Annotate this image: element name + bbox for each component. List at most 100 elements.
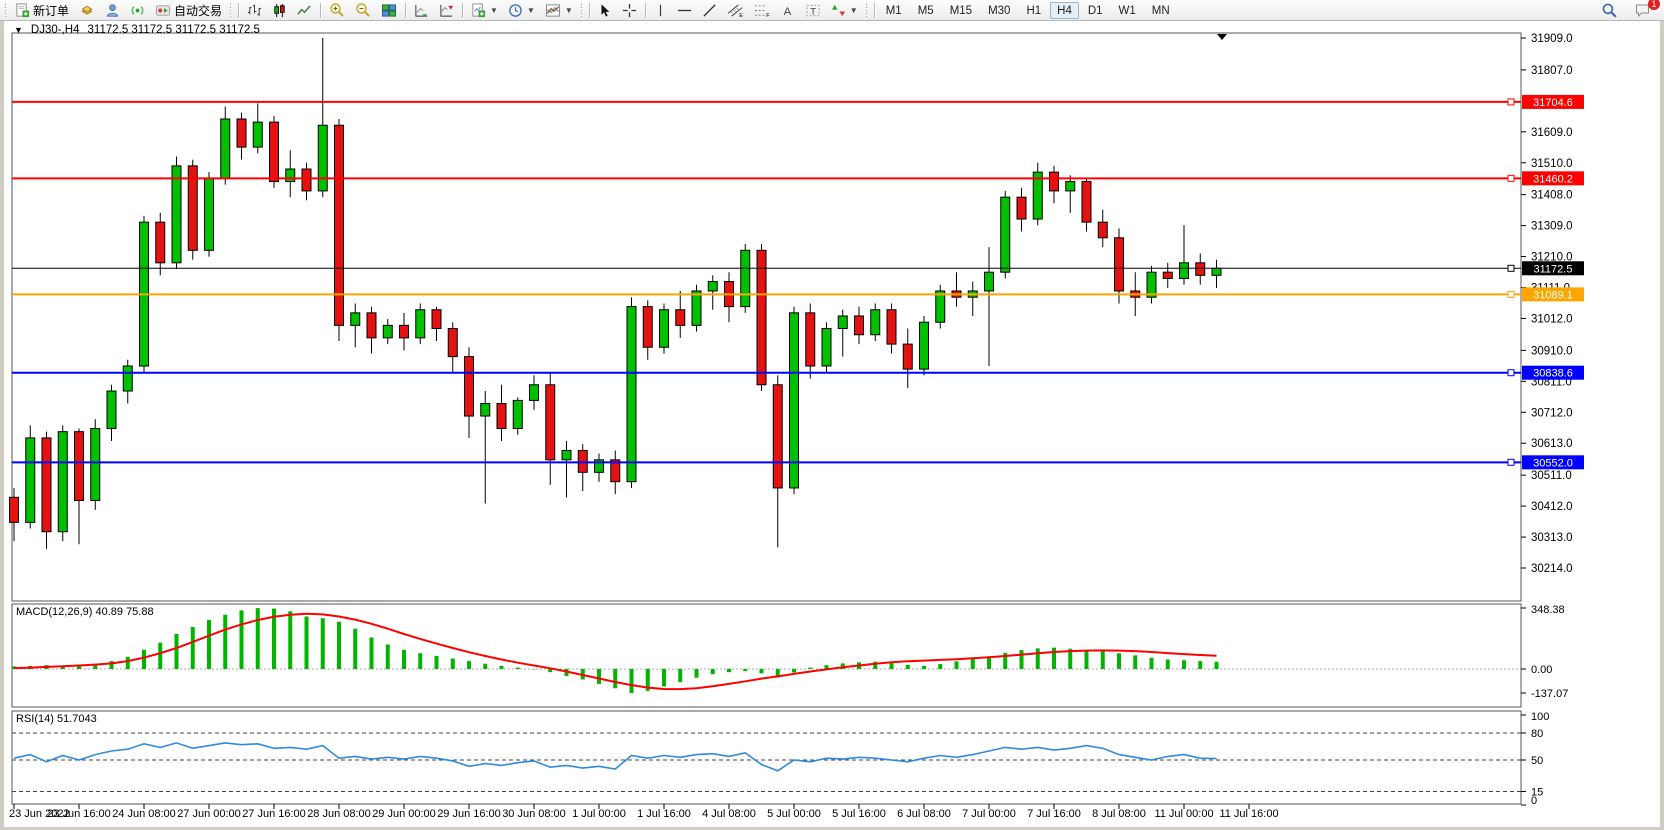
macd-label: MACD(12,26,9)	[16, 606, 93, 618]
chart-window: ▼ DJ30-,H4 31172.5 31172.5 31172.5 31172…	[0, 21, 1664, 830]
add-indicator-button[interactable]: ▼	[466, 1, 503, 20]
clock-icon	[509, 3, 522, 17]
svg-text:31089.1: 31089.1	[1533, 289, 1573, 301]
level-line-31460.2[interactable]: 31460.2	[12, 171, 1584, 186]
svg-text:31609.0: 31609.0	[1531, 127, 1573, 139]
svg-text:31460.2: 31460.2	[1533, 173, 1573, 185]
svg-text:7 Jul 00:00: 7 Jul 00:00	[962, 808, 1016, 820]
toolbar-grip[interactable]	[4, 2, 8, 18]
auto-scroll-icon	[415, 4, 428, 17]
timeframe-m1[interactable]: M1	[885, 4, 902, 17]
timeframe-m5[interactable]: M5	[917, 4, 934, 17]
collapse-chart-icon[interactable]: ▼	[14, 25, 23, 35]
bar-chart-button[interactable]	[242, 1, 267, 20]
chart-title-row: ▼ DJ30-,H4 31172.5 31172.5 31172.5 31172…	[14, 24, 260, 36]
svg-text:31408.0: 31408.0	[1531, 190, 1573, 202]
svg-text:6 Jul 08:00: 6 Jul 08:00	[897, 808, 951, 820]
svg-text:F: F	[766, 13, 770, 18]
svg-text:31012.0: 31012.0	[1531, 313, 1573, 325]
svg-text:4 Jul 08:00: 4 Jul 08:00	[702, 808, 756, 820]
svg-text:24 Jun 08:00: 24 Jun 08:00	[112, 808, 176, 820]
rsi-value: 51.7043	[56, 713, 97, 725]
candles	[9, 38, 1222, 549]
autotrading-label: 自动交易	[174, 3, 223, 18]
separator	[462, 2, 464, 18]
timeframe-w1[interactable]: W1	[1118, 4, 1136, 17]
price-chart-canvas[interactable]: 31909.0 31807.0 31609.0 31510.0 31408.0 31309…	[4, 21, 1660, 827]
candlestick-icon	[274, 3, 285, 17]
line-chart-button[interactable]	[292, 1, 317, 20]
toolbar-grip[interactable]	[229, 2, 234, 18]
deposit-button[interactable]	[74, 1, 100, 20]
svg-text:30511.0: 30511.0	[1531, 470, 1572, 482]
timeframe-h1[interactable]: H1	[1026, 4, 1042, 17]
timeframe-m15[interactable]: M15	[949, 4, 973, 17]
tile-windows-button[interactable]	[376, 1, 402, 20]
svg-text:31210.0: 31210.0	[1531, 252, 1573, 264]
trendline-tool[interactable]	[697, 1, 722, 20]
chat-button[interactable]: 1	[1629, 0, 1660, 20]
level-line-30552.0[interactable]: 30552.0	[12, 455, 1584, 470]
level-line-31704.6[interactable]: 31704.6	[12, 94, 1584, 109]
text-label-tool[interactable]: T	[800, 1, 826, 20]
svg-text:100: 100	[1531, 711, 1549, 723]
trendline-icon	[703, 3, 716, 17]
level-line-31172.5[interactable]: 31172.5	[12, 261, 1584, 276]
account-button[interactable]	[100, 1, 125, 20]
search-button[interactable]	[1596, 1, 1623, 20]
zoom-in-icon	[330, 3, 344, 17]
chart-shift-button[interactable]	[434, 1, 459, 20]
svg-text:30613.0: 30613.0	[1531, 438, 1573, 450]
auto-scroll-button[interactable]	[409, 1, 434, 20]
text-icon: A	[783, 5, 791, 17]
price-scale[interactable]: 31909.0 31807.0 31609.0 31510.0 31408.0 31309…	[1521, 33, 1573, 575]
level-line-30838.6[interactable]: 30838.6	[12, 365, 1584, 380]
arrows-tool[interactable]: ▼	[826, 1, 863, 20]
svg-text:30214.0: 30214.0	[1531, 563, 1573, 575]
svg-text:A: A	[783, 5, 791, 17]
svg-text:31309.0: 31309.0	[1531, 221, 1573, 233]
svg-text:30712.0: 30712.0	[1531, 407, 1573, 419]
svg-text:50: 50	[1531, 755, 1543, 767]
arrows-icon	[831, 4, 845, 16]
main-toolbar: 新订单 自动交易	[0, 0, 1664, 21]
macd-panel: 348.38 0.00 -137.07	[12, 604, 1568, 700]
chevron-down-icon: ▼	[526, 5, 535, 15]
new-order-button[interactable]: 新订单	[10, 1, 74, 20]
crosshair-button[interactable]	[617, 1, 642, 20]
toolbar-grip[interactable]	[864, 2, 869, 18]
separator	[873, 2, 875, 18]
search-icon	[1602, 3, 1617, 18]
svg-text:1 Jul 16:00: 1 Jul 16:00	[637, 808, 691, 820]
svg-text:29 Jun 00:00: 29 Jun 00:00	[372, 808, 436, 820]
toolbar-grip[interactable]	[579, 2, 584, 18]
zoom-out-button[interactable]	[350, 1, 376, 20]
horizontal-line-icon	[677, 9, 691, 11]
level-line-31089.1[interactable]: 31089.1	[12, 287, 1584, 302]
separator	[320, 2, 322, 18]
period-button[interactable]: ▼	[503, 1, 540, 20]
zoom-in-button[interactable]	[324, 1, 350, 20]
line-chart-icon	[297, 4, 311, 15]
text-tool[interactable]: A	[776, 1, 800, 20]
autotrading-button[interactable]: 自动交易	[150, 1, 227, 20]
chart-shift-marker[interactable]	[1217, 34, 1227, 40]
timeframe-m30[interactable]: M30	[988, 4, 1011, 17]
timeframe-mn[interactable]: MN	[1151, 4, 1170, 17]
fibonacci-tool[interactable]: F	[749, 1, 776, 20]
horizontal-line-tool[interactable]	[672, 1, 697, 20]
timeframe-d1[interactable]: D1	[1087, 4, 1103, 17]
timeframe-h4[interactable]: H4	[1050, 1, 1079, 19]
cursor-button[interactable]	[593, 1, 617, 20]
vertical-line-tool[interactable]	[649, 1, 672, 20]
chevron-down-icon: ▼	[849, 5, 858, 15]
separator	[588, 2, 590, 18]
tile-windows-icon	[382, 3, 397, 17]
signals-button[interactable]	[125, 1, 150, 20]
equidistant-channel-tool[interactable]: E	[722, 1, 749, 20]
svg-text:23 Jun 16:00: 23 Jun 16:00	[47, 808, 111, 820]
template-button[interactable]: ▼	[540, 1, 578, 20]
candlestick-button[interactable]	[267, 1, 292, 20]
svg-text:15: 15	[1531, 787, 1543, 799]
